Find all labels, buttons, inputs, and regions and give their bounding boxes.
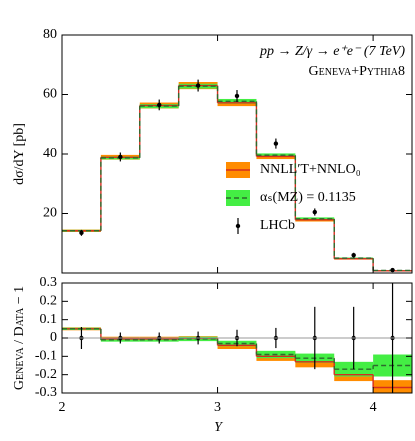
data-point bbox=[351, 252, 356, 258]
x-tick-label: 4 bbox=[370, 400, 377, 415]
y-tick-label: 0 bbox=[50, 330, 57, 345]
data-point bbox=[118, 154, 123, 160]
y-tick-label: 80 bbox=[43, 27, 57, 42]
data-point bbox=[312, 209, 317, 215]
y-tick-label: 60 bbox=[43, 87, 57, 102]
y-axis-label: dσ/dY [pb] bbox=[12, 123, 27, 185]
x-axis-label: Y bbox=[214, 420, 224, 435]
data-point bbox=[195, 83, 201, 88]
data-point bbox=[234, 93, 240, 99]
data-point bbox=[273, 141, 279, 146]
data-point bbox=[157, 102, 162, 108]
y-tick-label: 0.1 bbox=[40, 312, 58, 327]
y-tick-label: 0.3 bbox=[40, 275, 58, 290]
annotation: pp → Z/γ → e⁺e⁻ (7 TeV) bbox=[259, 44, 405, 59]
legend-label: LHCb bbox=[260, 218, 295, 233]
top-frame bbox=[61, 34, 413, 274]
y-tick-label: -0.2 bbox=[35, 367, 57, 382]
y-tick-label: 40 bbox=[43, 146, 57, 161]
annotation: Geneva+Pythia8 bbox=[309, 64, 406, 79]
bottom-frame bbox=[61, 282, 413, 394]
data-point bbox=[390, 267, 395, 273]
y-axis-label: Geneva / Data − 1 bbox=[12, 286, 27, 390]
legend-label: αₛ(MZ) = 0.1135 bbox=[260, 190, 356, 205]
y-tick-label: 0.2 bbox=[40, 294, 58, 309]
data-point bbox=[79, 230, 84, 236]
legend-label: NNLL′T+NNLO₀ bbox=[260, 162, 361, 177]
y-tick-label: 20 bbox=[43, 206, 57, 221]
y-tick-label: -0.1 bbox=[35, 349, 57, 364]
legend-swatch bbox=[235, 223, 241, 229]
x-tick-label: 3 bbox=[214, 400, 221, 415]
x-tick-label: 2 bbox=[59, 400, 66, 415]
y-tick-label: -0.3 bbox=[35, 385, 57, 400]
